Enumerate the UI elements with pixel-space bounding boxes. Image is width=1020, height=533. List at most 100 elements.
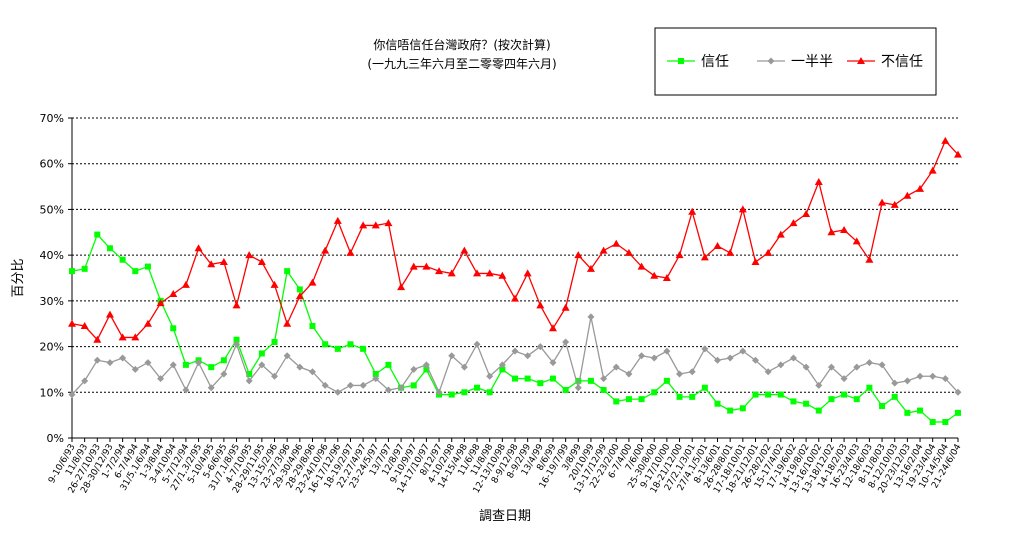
data-point <box>903 377 911 385</box>
data-point <box>548 324 557 332</box>
data-point <box>498 271 507 279</box>
data-point <box>232 301 241 309</box>
data-point <box>246 371 253 377</box>
data-point <box>486 389 493 396</box>
data-point <box>752 391 759 398</box>
data-point <box>194 244 203 252</box>
data-point <box>613 398 620 405</box>
data-point <box>169 290 178 297</box>
data-point <box>688 207 697 215</box>
data-point <box>131 333 140 341</box>
data-point <box>600 375 608 383</box>
data-point <box>523 269 532 277</box>
data-point <box>714 356 722 364</box>
data-point <box>878 198 887 206</box>
data-point <box>105 310 114 318</box>
data-point <box>637 262 646 270</box>
data-point <box>790 398 797 405</box>
data-point <box>131 365 139 373</box>
data-point <box>397 384 405 392</box>
data-point <box>802 210 811 217</box>
data-point <box>853 363 861 371</box>
data-point <box>220 357 227 364</box>
data-point <box>524 352 532 360</box>
data-point <box>257 258 266 265</box>
data-point <box>879 403 886 409</box>
data-point <box>789 219 798 227</box>
data-point <box>474 384 481 391</box>
chart-subtitle: (一九九三年六月至二零零四年六月) <box>367 57 556 71</box>
data-point <box>69 268 75 275</box>
y-tick-label: 30% <box>40 295 64 308</box>
data-point <box>93 335 102 343</box>
data-point <box>575 377 582 384</box>
data-point <box>955 409 961 416</box>
data-point <box>447 269 456 277</box>
data-point <box>359 381 367 389</box>
data-point <box>68 319 76 327</box>
data-point <box>410 365 418 373</box>
data-point <box>853 396 860 403</box>
data-point <box>651 389 658 396</box>
data-point <box>701 384 708 391</box>
data-point <box>903 191 912 199</box>
data-point <box>536 343 544 351</box>
data-point <box>460 246 469 254</box>
data-point <box>308 278 317 286</box>
data-point <box>841 391 848 398</box>
data-point <box>650 354 658 362</box>
legend-label: 不信任 <box>881 54 923 70</box>
y-tick-label: 20% <box>40 341 64 354</box>
data-point <box>827 228 836 236</box>
data-point <box>916 372 924 380</box>
data-point <box>485 269 494 277</box>
data-point <box>917 407 924 414</box>
data-point <box>448 352 456 360</box>
data-point <box>663 377 670 384</box>
data-point <box>346 248 355 256</box>
data-point <box>409 262 418 270</box>
data-point <box>296 286 303 293</box>
legend-label: 一半半 <box>791 54 833 70</box>
data-point <box>891 379 899 387</box>
data-point <box>840 375 848 383</box>
data-point <box>360 345 367 352</box>
data-point <box>803 400 810 407</box>
data-point <box>359 221 368 229</box>
data-point <box>599 246 608 254</box>
data-point <box>68 391 76 399</box>
data-point <box>106 359 114 367</box>
data-point <box>309 323 316 329</box>
data-point <box>713 242 722 249</box>
data-point <box>461 389 468 396</box>
data-point <box>675 251 684 259</box>
data-point <box>587 377 594 384</box>
data-point <box>524 375 531 382</box>
data-point <box>562 338 570 346</box>
data-point <box>891 393 898 400</box>
legend-marker <box>857 57 865 64</box>
data-point <box>676 393 683 400</box>
data-point <box>460 363 468 371</box>
data-point <box>890 200 899 208</box>
data-point <box>727 407 734 414</box>
data-point <box>738 205 747 213</box>
data-point <box>435 267 444 275</box>
data-point <box>284 268 291 275</box>
data-point <box>156 299 165 307</box>
data-point <box>574 384 582 392</box>
data-point <box>207 260 216 268</box>
legend-label: 信任 <box>701 54 729 70</box>
data-point <box>333 216 342 224</box>
data-point <box>929 372 937 380</box>
data-point <box>181 280 190 288</box>
data-point <box>866 384 873 391</box>
data-point <box>688 368 696 376</box>
data-point <box>739 405 746 412</box>
data-point <box>751 258 760 265</box>
data-point <box>283 352 291 360</box>
data-point <box>258 361 266 369</box>
data-point <box>308 368 316 376</box>
chart-title: 你信唔信任台灣政府？(按次計算) <box>373 37 550 52</box>
